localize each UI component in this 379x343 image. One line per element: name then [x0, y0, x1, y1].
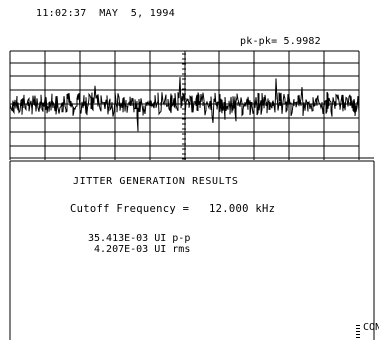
softkey-con-label[interactable]: CON [363, 322, 379, 333]
results-title: JITTER GENERATION RESULTS [73, 176, 239, 187]
cutoff-frequency-label: Cutoff Frequency = [70, 203, 190, 215]
pk-pk-readout: pk-pk= 5.9982 [240, 36, 321, 47]
results-frame [9, 157, 375, 340]
jitter-rms-result: 4.207E-03 UI rms [88, 244, 191, 255]
jitter-pp-result: 35.413E-03 UI p-p [88, 233, 191, 244]
timestamp: 11:02:37 MAY 5, 1994 [36, 8, 176, 19]
cutoff-frequency-value: 12.000 kHz [209, 203, 276, 215]
scope-center-axis [13, 53, 358, 160]
